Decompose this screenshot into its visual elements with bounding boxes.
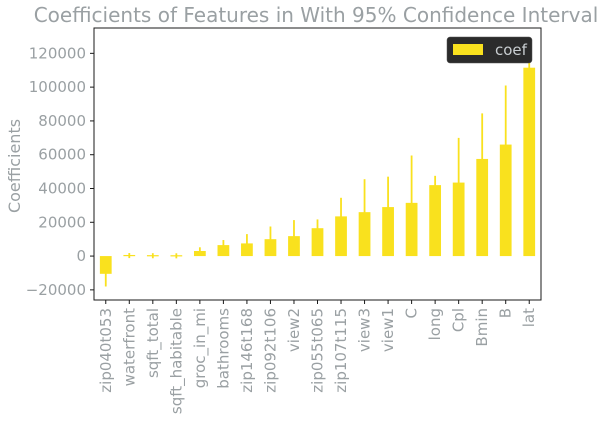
- x-tick-label: groc_in_mi: [191, 308, 210, 388]
- x-tick-label: zip107t115: [332, 308, 350, 393]
- x-tick-label: zip146t168: [238, 308, 256, 393]
- x-tick-label: zip040t053: [97, 308, 115, 393]
- x-tick-label: Cpl: [450, 308, 468, 332]
- plot-area: [99, 62, 536, 287]
- x-tick-label: zip055t065: [309, 308, 327, 393]
- x-tick-label: long: [426, 308, 444, 340]
- bar-bathrooms: [217, 245, 230, 257]
- x-axis: zip040t053 waterfront sqft_total sqft_habit…: [97, 300, 538, 414]
- x-tick-label: B: [497, 308, 515, 318]
- x-tick-label: view1: [379, 308, 397, 352]
- chart-title: Coefficients of Features in With 95% Con…: [34, 3, 599, 27]
- legend-label: coef: [495, 41, 528, 59]
- bar-long: [429, 185, 442, 257]
- y-tick-label: 80000: [38, 112, 86, 130]
- x-tick-label: Bmin: [473, 308, 491, 347]
- y-tick-label: 0: [76, 247, 86, 265]
- x-tick-label: view3: [356, 308, 374, 352]
- y-tick-label: 100000: [29, 78, 86, 96]
- bar-lat: [523, 67, 536, 257]
- x-tick-label: sqft_total: [144, 308, 163, 378]
- bar-Bmin: [476, 158, 489, 257]
- y-tick-label: 40000: [38, 179, 86, 197]
- x-tick-label: lat: [520, 308, 538, 327]
- y-tick-label: 60000: [38, 146, 86, 164]
- bar-zip055t065: [311, 228, 324, 257]
- plot-frame: [93, 27, 542, 301]
- legend-box: [446, 36, 533, 64]
- x-tick-label: bathrooms: [214, 308, 232, 389]
- x-tick-label: sqft_habitable: [167, 308, 186, 414]
- y-tick-label: 20000: [38, 213, 86, 231]
- y-axis-label: Coefficients: [5, 119, 24, 213]
- x-tick-label: view2: [285, 308, 303, 352]
- y-axis: −20000 0 20000 40000 60000 80000 100000 120000: [26, 44, 94, 299]
- legend-swatch: [453, 44, 483, 55]
- y-tick-label: 120000: [29, 44, 86, 62]
- y-tick-label: −20000: [26, 281, 86, 299]
- x-tick-label: waterfront: [120, 308, 138, 387]
- x-tick-label: zip092t106: [261, 308, 279, 393]
- x-tick-label: C: [403, 308, 421, 318]
- bar-zip107t115: [335, 216, 347, 257]
- legend: coef: [446, 36, 533, 64]
